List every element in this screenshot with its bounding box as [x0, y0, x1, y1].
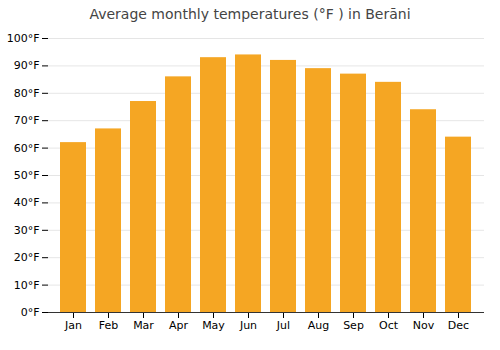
svg-text:Apr: Apr — [169, 319, 189, 332]
svg-text:10°F: 10°F — [14, 279, 40, 292]
svg-text:80°F: 80°F — [14, 87, 40, 100]
svg-text:60°F: 60°F — [14, 142, 40, 155]
svg-text:90°F: 90°F — [14, 59, 40, 72]
svg-text:May: May — [202, 319, 225, 332]
svg-text:Mar: Mar — [133, 319, 154, 332]
svg-text:50°F: 50°F — [14, 169, 40, 182]
svg-text:70°F: 70°F — [14, 114, 40, 127]
svg-text:Jun: Jun — [239, 319, 257, 332]
svg-text:20°F: 20°F — [14, 251, 40, 264]
svg-text:Dec: Dec — [448, 319, 469, 332]
svg-text:Feb: Feb — [99, 319, 118, 332]
svg-text:Nov: Nov — [413, 319, 435, 332]
svg-text:100°F: 100°F — [7, 32, 40, 45]
svg-text:Oct: Oct — [379, 319, 399, 332]
svg-text:Sep: Sep — [343, 319, 364, 332]
svg-text:Jul: Jul — [276, 319, 290, 332]
svg-text:30°F: 30°F — [14, 224, 40, 237]
svg-text:40°F: 40°F — [14, 196, 40, 209]
svg-text:Aug: Aug — [308, 319, 329, 332]
svg-text:Jan: Jan — [64, 319, 82, 332]
html-text:Average monthly temperatures (: Average monthly temperatures (°F ) in Be… — [89, 6, 411, 22]
svg-text:0°F: 0°F — [21, 306, 40, 319]
